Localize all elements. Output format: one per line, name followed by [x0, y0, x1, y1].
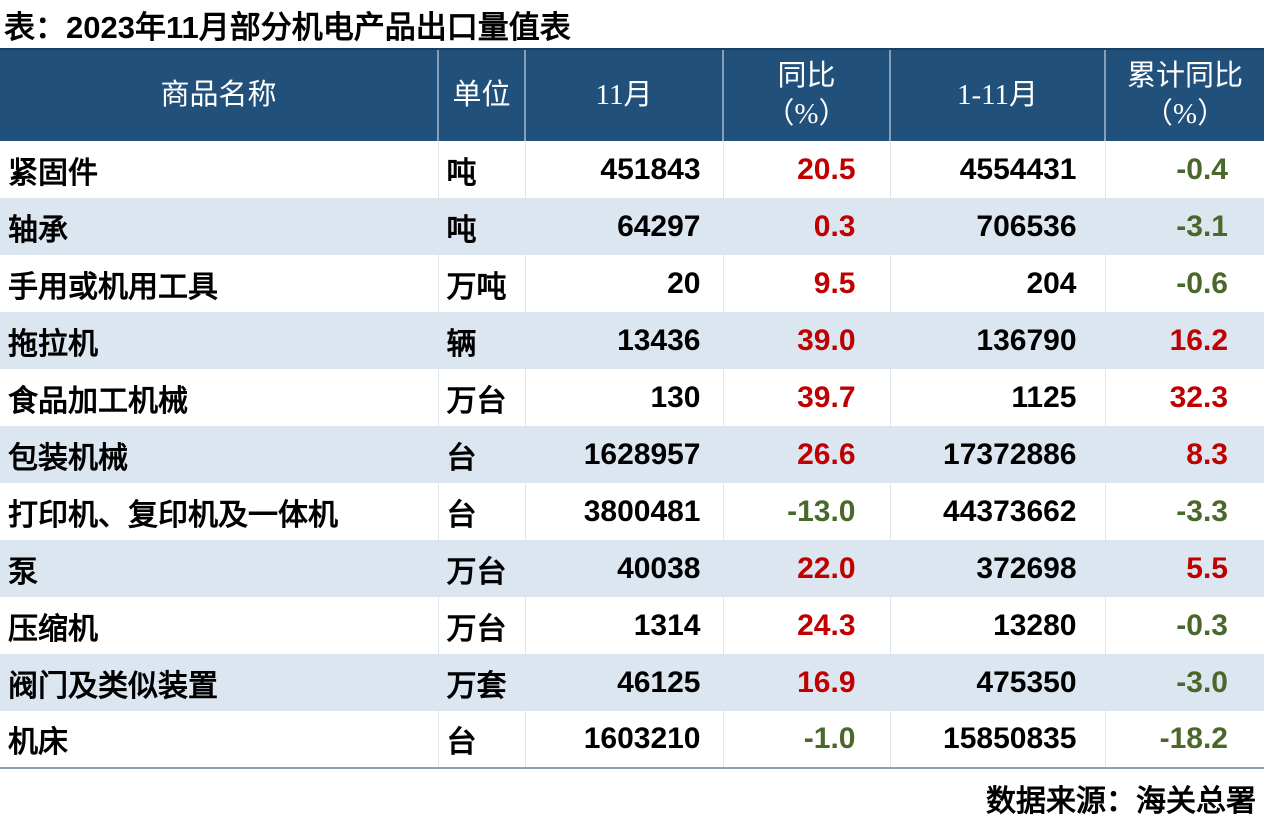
table-row: 阀门及类似装置 万套 46125 16.9 475350 -3.0: [0, 654, 1264, 711]
jan-nov-value-cell: 13280: [889, 597, 1105, 654]
col-header-product-name: 商品名称: [0, 48, 438, 141]
jan-nov-value-cell: 15850835: [889, 711, 1105, 768]
product-name-cell: 包装机械: [8, 441, 128, 475]
col-header-unit: 单位: [437, 48, 525, 141]
november-value-cell: 64297: [524, 198, 723, 255]
yoy-percent-cell: 39.7: [722, 369, 890, 426]
col-header-november-label: 11月: [595, 78, 653, 111]
jan-nov-value-cell: 17372886: [889, 426, 1105, 483]
november-value-cell: 46125: [524, 654, 723, 711]
cumulative-yoy-percent-cell: -0.3: [1104, 597, 1264, 654]
col-header-november: 11月: [524, 48, 723, 141]
table-row: 包装机械 台 1628957 26.6 17372886 8.3: [0, 426, 1264, 483]
table-body: 紧固件 吨 451843 20.5 4554431 -0.4 轴承 吨 6429…: [0, 141, 1264, 768]
cumulative-yoy-percent-cell: -3.3: [1104, 483, 1264, 540]
product-name-cell: 机床: [8, 726, 68, 759]
cumulative-yoy-percent-cell: 16.2: [1104, 312, 1264, 369]
product-name-cell: 压缩机: [8, 612, 98, 646]
yoy-percent-cell: 0.3: [722, 198, 890, 255]
col-header-product-label: 商品名称: [160, 78, 277, 111]
yoy-percent-cell: 26.6: [722, 426, 890, 483]
jan-nov-value-cell: 204: [889, 255, 1105, 312]
yoy-percent-cell: 9.5: [722, 255, 890, 312]
table-row: 食品加工机械 万台 130 39.7 1125 32.3: [0, 369, 1264, 426]
november-value-cell: 1603210: [524, 711, 723, 768]
unit-cell: 万台: [437, 597, 525, 654]
jan-nov-value-cell: 372698: [889, 540, 1105, 597]
jan-nov-value-cell: 136790: [889, 312, 1105, 369]
product-name-cell: 阀门及类似装置: [8, 669, 218, 703]
cumulative-yoy-percent-cell: -3.0: [1104, 654, 1264, 711]
cumulative-yoy-percent-cell: -0.4: [1104, 141, 1264, 198]
unit-cell: 万台: [437, 369, 525, 426]
col-header-cumulative-yoy-line1: 累计同比: [1126, 59, 1243, 92]
table-row: 打印机、复印机及一体机 台 3800481 -13.0 44373662 -3.…: [0, 483, 1264, 540]
yoy-percent-cell: -13.0: [722, 483, 890, 540]
product-name-cell: 泵: [8, 555, 38, 589]
col-header-unit-label: 单位: [452, 78, 511, 111]
november-value-cell: 130: [524, 369, 723, 426]
header-row: 商品名称 单位 11月 同比 （%） 1-11月 累计同比 （%）: [0, 48, 1264, 141]
unit-cell: 万吨: [437, 255, 525, 312]
unit-cell: 吨: [437, 198, 525, 255]
cumulative-yoy-percent-cell: 5.5: [1104, 540, 1264, 597]
unit-cell: 台: [437, 711, 525, 768]
col-header-cumulative-yoy: 累计同比 （%）: [1104, 48, 1264, 141]
cumulative-yoy-percent-cell: -0.6: [1104, 255, 1264, 312]
product-name-cell: 打印机、复印机及一体机: [8, 498, 338, 532]
jan-nov-value-cell: 44373662: [889, 483, 1105, 540]
yoy-percent-cell: -1.0: [722, 711, 890, 768]
jan-nov-value-cell: 4554431: [889, 141, 1105, 198]
november-value-cell: 3800481: [524, 483, 723, 540]
jan-nov-value-cell: 706536: [889, 198, 1105, 255]
table-row: 压缩机 万台 1314 24.3 13280 -0.3: [0, 597, 1264, 654]
product-name-cell: 轴承: [8, 213, 68, 247]
november-value-cell: 20: [524, 255, 723, 312]
unit-cell: 台: [437, 483, 525, 540]
product-name-cell: 手用或机用工具: [8, 270, 218, 304]
col-header-jan-nov-label: 1-11月: [956, 78, 1039, 111]
november-value-cell: 13436: [524, 312, 723, 369]
cumulative-yoy-percent-cell: 32.3: [1104, 369, 1264, 426]
col-header-yoy: 同比 （%）: [722, 48, 890, 141]
november-value-cell: 40038: [524, 540, 723, 597]
unit-cell: 辆: [437, 312, 525, 369]
product-name-cell: 拖拉机: [8, 327, 98, 361]
export-volume-value-table: 商品名称 单位 11月 同比 （%） 1-11月 累计同比 （%） 紧固件 吨 …: [0, 48, 1264, 769]
page-title: 表：2023年11月部分机电产品出口量值表: [4, 9, 571, 45]
col-header-jan-nov: 1-11月: [889, 48, 1105, 141]
november-value-cell: 1314: [524, 597, 723, 654]
data-source-note: 数据来源：海关总署: [986, 784, 1256, 818]
table-row: 紧固件 吨 451843 20.5 4554431 -0.4: [0, 141, 1264, 198]
col-header-cumulative-yoy-line2: （%）: [1143, 97, 1227, 130]
table-header: 商品名称 单位 11月 同比 （%） 1-11月 累计同比 （%）: [0, 48, 1264, 141]
unit-cell: 万台: [437, 540, 525, 597]
unit-cell: 万套: [437, 654, 525, 711]
unit-cell: 吨: [437, 141, 525, 198]
cumulative-yoy-percent-cell: 8.3: [1104, 426, 1264, 483]
yoy-percent-cell: 39.0: [722, 312, 890, 369]
table-row: 轴承 吨 64297 0.3 706536 -3.1: [0, 198, 1264, 255]
unit-cell: 台: [437, 426, 525, 483]
product-name-cell: 紧固件: [8, 156, 98, 190]
yoy-percent-cell: 22.0: [722, 540, 890, 597]
col-header-yoy-line2: （%）: [765, 97, 848, 130]
col-header-yoy-line1: 同比: [777, 59, 836, 92]
product-name-cell: 食品加工机械: [8, 384, 188, 418]
cumulative-yoy-percent-cell: -18.2: [1104, 711, 1264, 768]
table-row: 拖拉机 辆 13436 39.0 136790 16.2: [0, 312, 1264, 369]
jan-nov-value-cell: 475350: [889, 654, 1105, 711]
cumulative-yoy-percent-cell: -3.1: [1104, 198, 1264, 255]
jan-nov-value-cell: 1125: [889, 369, 1105, 426]
yoy-percent-cell: 20.5: [722, 141, 890, 198]
yoy-percent-cell: 24.3: [722, 597, 890, 654]
table-row: 泵 万台 40038 22.0 372698 5.5: [0, 540, 1264, 597]
november-value-cell: 1628957: [524, 426, 723, 483]
table-row: 机床 台 1603210 -1.0 15850835 -18.2: [0, 711, 1264, 768]
table-row: 手用或机用工具 万吨 20 9.5 204 -0.6: [0, 255, 1264, 312]
yoy-percent-cell: 16.9: [722, 654, 890, 711]
november-value-cell: 451843: [524, 141, 723, 198]
